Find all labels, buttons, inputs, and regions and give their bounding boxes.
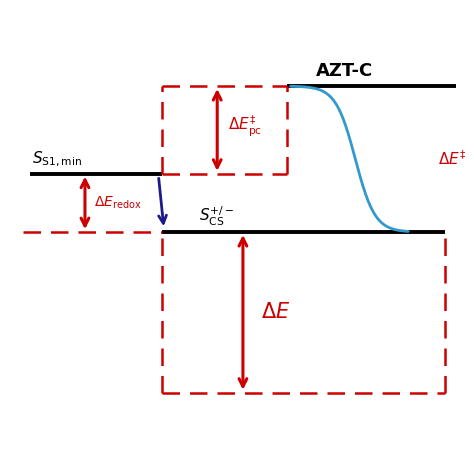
Text: AZT-C: AZT-C — [316, 62, 374, 80]
Text: $\Delta E^{\ddagger}$: $\Delta E^{\ddagger}$ — [438, 150, 466, 168]
Text: $\Delta E_{\rm pc}^{\ddagger}$: $\Delta E_{\rm pc}^{\ddagger}$ — [228, 114, 262, 139]
Text: $\Delta E$: $\Delta E$ — [261, 302, 291, 322]
Text: $\Delta E_{\rm redox}$: $\Delta E_{\rm redox}$ — [94, 195, 142, 211]
Text: $S_{\rm CS}^{+/-}$: $S_{\rm CS}^{+/-}$ — [199, 204, 234, 228]
Text: $S_{\rm S1,min}$: $S_{\rm S1,min}$ — [32, 150, 82, 169]
